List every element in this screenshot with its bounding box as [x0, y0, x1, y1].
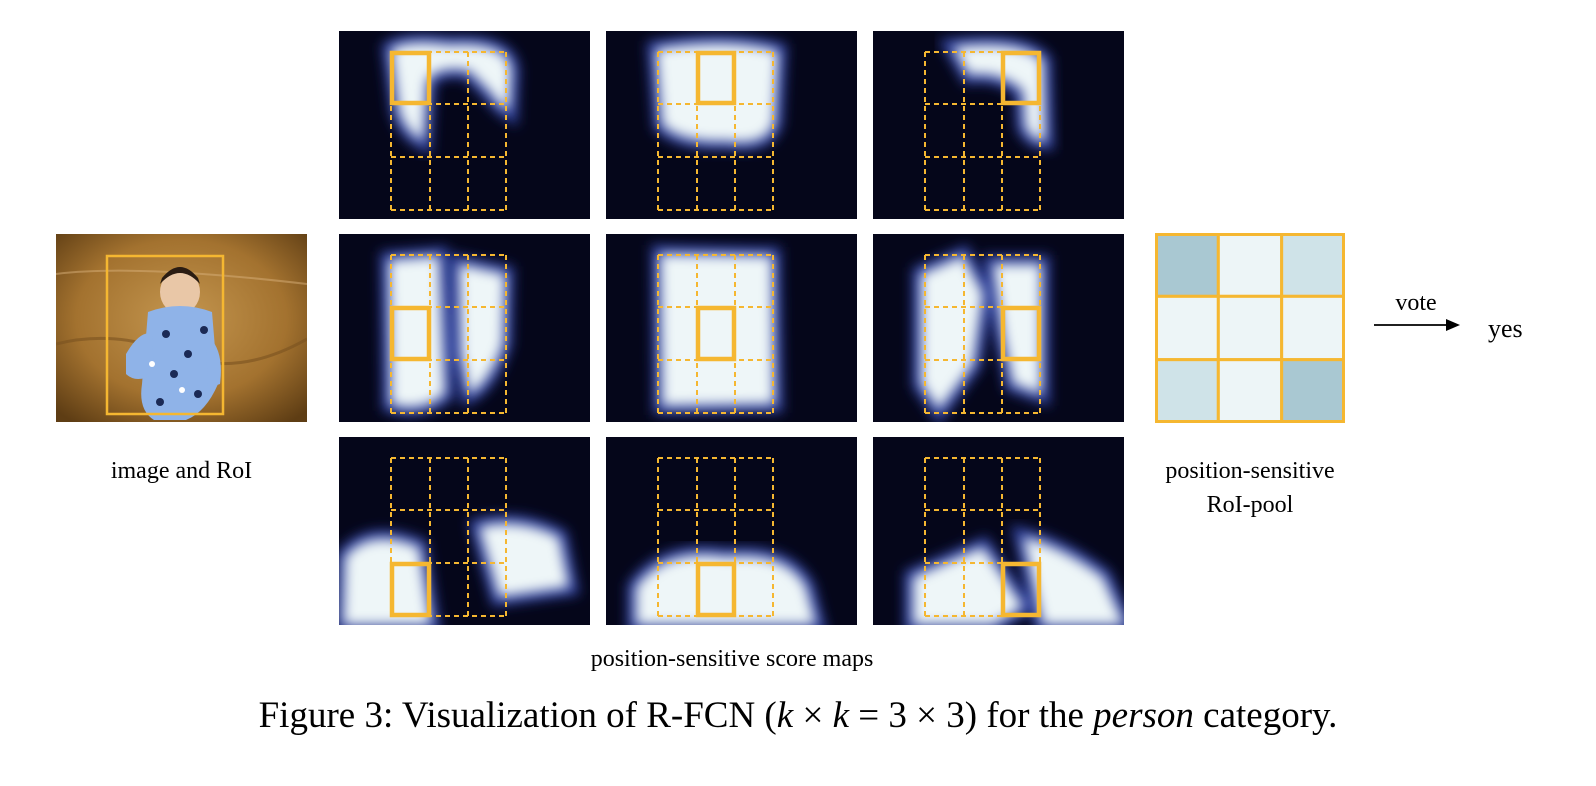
score-map-2-1 — [606, 437, 857, 625]
figure-caption-prefix: Figure 3: Visualization of R-FCN ( — [258, 695, 777, 736]
score-map-0-2 — [873, 31, 1124, 219]
highlight-bin — [695, 50, 737, 106]
pool-caption-line1: position-sensitive — [1165, 458, 1335, 484]
figure-caption: Figure 3: Visualization of R-FCN (k × k … — [0, 694, 1596, 737]
figure-caption-person: person — [1093, 695, 1194, 736]
pool-caption-line2: RoI-pool — [1206, 492, 1294, 518]
score-map-1-1 — [606, 234, 857, 422]
highlight-bin — [389, 305, 432, 362]
score-maps-caption: position-sensitive score maps — [590, 646, 874, 672]
score-map-0-1 — [606, 31, 857, 219]
vote-label: vote — [1395, 290, 1437, 316]
score-map-0-0 — [339, 31, 590, 219]
figure-caption-k2: k — [832, 695, 850, 736]
pool-cell-1-1 — [1216, 294, 1284, 362]
highlight-bin — [695, 305, 737, 362]
score-map-2-2 — [873, 437, 1124, 625]
score-map-1-2 — [873, 234, 1124, 422]
highlight-bin — [1000, 561, 1042, 618]
highlight-bin — [1000, 50, 1042, 106]
figure-caption-times: × — [793, 695, 833, 736]
highlight-bin — [695, 561, 737, 618]
roi-box — [105, 254, 225, 416]
pooled-grid — [1153, 231, 1347, 425]
pool-cell-1-0 — [1153, 294, 1220, 362]
pool-cell-1-2 — [1280, 294, 1347, 362]
pool-cell-0-1 — [1216, 231, 1284, 298]
score-map-1-0 — [339, 234, 590, 422]
input-image — [55, 234, 308, 422]
result-label: yes — [1488, 314, 1523, 343]
vote-arrow — [1374, 317, 1460, 338]
highlight-bin — [1000, 305, 1042, 362]
baby-photo — [55, 234, 308, 422]
figure-caption-eq: = 3 × 3) for the — [849, 695, 1094, 736]
highlight-bin — [389, 561, 432, 618]
score-map-2-0 — [339, 437, 590, 625]
pool-cell-2-2 — [1280, 358, 1347, 425]
pool-cell-2-1 — [1216, 358, 1284, 425]
pool-caption: position-sensitive RoI-pool — [1130, 454, 1370, 522]
arrow-right-icon — [1374, 319, 1460, 331]
highlight-bin — [389, 50, 432, 106]
pool-cell-0-2 — [1280, 231, 1347, 298]
pool-cell-2-0 — [1153, 358, 1220, 425]
figure-caption-k1: k — [776, 695, 794, 736]
pool-cell-0-0 — [1153, 231, 1220, 298]
figure-caption-suffix: category. — [1193, 695, 1338, 736]
image-and-roi-caption: image and RoI — [110, 458, 253, 484]
